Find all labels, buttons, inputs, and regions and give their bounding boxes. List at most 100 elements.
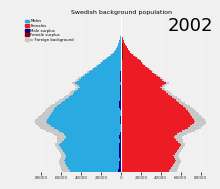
Bar bbox=[121, 122, 206, 124]
Bar bbox=[121, 53, 132, 54]
Bar bbox=[121, 136, 174, 138]
Bar bbox=[121, 129, 198, 130]
Bar bbox=[121, 81, 166, 82]
Bar bbox=[119, 146, 121, 147]
Bar bbox=[121, 59, 123, 60]
Bar bbox=[121, 150, 181, 152]
Bar bbox=[119, 40, 121, 42]
Bar bbox=[121, 50, 123, 51]
Bar bbox=[115, 50, 121, 51]
Bar bbox=[62, 132, 121, 133]
Bar bbox=[119, 163, 121, 164]
Bar bbox=[74, 91, 121, 93]
Bar bbox=[121, 62, 122, 64]
Bar bbox=[119, 139, 121, 141]
Bar bbox=[119, 101, 121, 102]
Bar bbox=[121, 96, 177, 98]
Bar bbox=[76, 79, 121, 81]
Bar bbox=[77, 84, 121, 85]
Bar bbox=[121, 40, 122, 42]
Bar bbox=[121, 73, 154, 74]
Bar bbox=[121, 85, 165, 87]
Bar bbox=[110, 54, 121, 56]
Bar bbox=[87, 73, 121, 74]
Bar bbox=[121, 65, 145, 67]
Bar bbox=[61, 147, 121, 149]
Bar bbox=[121, 160, 182, 161]
Bar bbox=[121, 150, 177, 152]
Bar bbox=[121, 59, 139, 60]
Bar bbox=[121, 138, 175, 139]
Bar bbox=[57, 138, 121, 139]
Bar bbox=[94, 67, 121, 68]
Bar bbox=[121, 124, 192, 125]
Bar bbox=[53, 133, 121, 135]
Bar bbox=[121, 116, 202, 118]
Bar bbox=[121, 50, 129, 51]
Bar bbox=[121, 167, 178, 169]
Bar bbox=[114, 51, 121, 53]
Bar bbox=[121, 54, 134, 56]
Bar bbox=[66, 164, 121, 166]
Bar bbox=[121, 51, 130, 53]
Bar bbox=[62, 149, 121, 150]
Bar bbox=[121, 143, 185, 144]
Bar bbox=[120, 36, 121, 37]
Bar bbox=[121, 56, 136, 57]
Bar bbox=[121, 98, 174, 99]
Bar bbox=[60, 166, 121, 167]
Bar bbox=[121, 74, 158, 76]
Bar bbox=[121, 77, 162, 79]
Bar bbox=[121, 164, 173, 166]
Bar bbox=[49, 116, 121, 118]
Bar bbox=[121, 124, 205, 125]
Bar bbox=[121, 170, 169, 172]
Bar bbox=[121, 39, 123, 40]
Bar bbox=[120, 122, 121, 124]
Bar bbox=[35, 119, 121, 121]
Bar bbox=[121, 33, 122, 34]
Bar bbox=[67, 166, 121, 167]
Bar bbox=[80, 87, 121, 88]
Bar bbox=[43, 129, 121, 130]
Bar bbox=[121, 39, 122, 40]
Bar bbox=[121, 42, 122, 43]
Bar bbox=[67, 98, 121, 99]
Bar bbox=[121, 163, 174, 164]
Bar bbox=[121, 156, 174, 158]
Bar bbox=[121, 68, 150, 70]
Bar bbox=[40, 115, 121, 116]
Bar bbox=[121, 48, 123, 50]
Bar bbox=[119, 156, 121, 158]
Bar bbox=[61, 155, 121, 156]
Bar bbox=[120, 119, 121, 121]
Bar bbox=[121, 112, 198, 113]
Bar bbox=[63, 101, 121, 102]
Bar bbox=[119, 161, 121, 163]
Bar bbox=[121, 70, 151, 71]
Bar bbox=[70, 170, 121, 172]
Bar bbox=[57, 129, 121, 130]
Bar bbox=[108, 56, 121, 57]
Bar bbox=[36, 124, 121, 125]
Bar bbox=[121, 153, 175, 155]
Bar bbox=[121, 71, 152, 73]
Bar bbox=[121, 127, 188, 129]
Bar bbox=[121, 43, 125, 45]
Bar bbox=[121, 57, 138, 59]
Bar bbox=[65, 158, 121, 160]
Bar bbox=[121, 60, 141, 62]
Bar bbox=[62, 98, 121, 99]
Bar bbox=[57, 139, 121, 141]
Bar bbox=[118, 45, 121, 46]
Bar bbox=[60, 143, 121, 144]
Bar bbox=[121, 88, 162, 90]
Bar bbox=[66, 156, 121, 158]
Bar bbox=[104, 59, 121, 60]
Bar bbox=[121, 139, 176, 141]
Bar bbox=[121, 158, 180, 160]
Bar bbox=[120, 98, 121, 99]
Bar bbox=[121, 53, 132, 54]
Bar bbox=[85, 74, 121, 76]
Bar bbox=[119, 88, 121, 90]
